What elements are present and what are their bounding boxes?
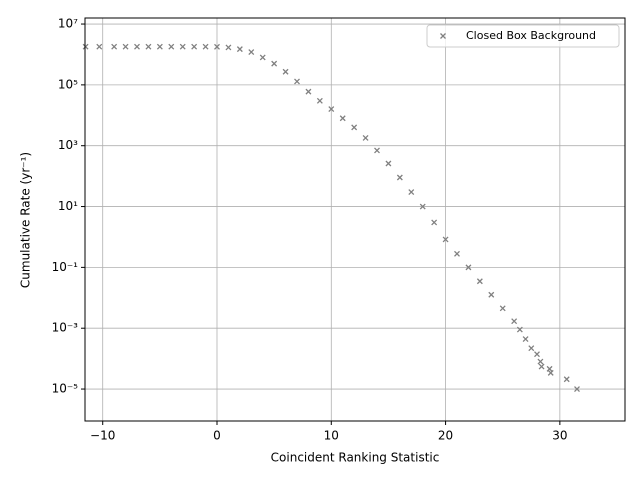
legend-marker — [440, 33, 446, 39]
point — [408, 189, 415, 195]
point — [82, 43, 89, 50]
point — [316, 97, 323, 104]
point — [111, 43, 118, 50]
x-tick-label: 0 — [213, 429, 221, 443]
point — [179, 43, 186, 50]
point — [271, 60, 278, 67]
point — [454, 250, 460, 257]
point — [396, 174, 403, 181]
plot-frame — [84, 17, 626, 422]
point — [538, 363, 545, 370]
point — [168, 43, 175, 50]
point — [528, 345, 535, 352]
y-tick-label: 10³ — [58, 138, 78, 152]
point — [516, 326, 523, 333]
x-tick-label: 20 — [438, 429, 453, 443]
y-tick-label: 10⁷ — [58, 17, 78, 31]
point — [362, 134, 369, 141]
point — [419, 203, 426, 210]
point — [534, 351, 540, 358]
point — [294, 78, 300, 85]
point — [374, 147, 380, 154]
y-tick-label: 10¹ — [58, 199, 78, 213]
point — [511, 318, 518, 325]
point — [202, 43, 209, 50]
point — [537, 358, 544, 365]
point — [351, 124, 358, 131]
point — [328, 106, 335, 113]
point — [248, 49, 255, 56]
y-axis-label: Cumulative Rate (yr⁻¹) — [19, 152, 33, 288]
point — [442, 236, 449, 243]
point — [225, 44, 232, 51]
point — [96, 43, 103, 50]
point — [476, 278, 483, 285]
point — [191, 43, 198, 50]
point — [488, 291, 495, 298]
point — [259, 54, 266, 61]
point — [546, 365, 553, 372]
point — [574, 386, 580, 393]
point — [282, 68, 289, 75]
point — [122, 43, 129, 50]
point — [465, 264, 472, 271]
y-tick-label: 10⁻³ — [52, 321, 79, 335]
point — [563, 376, 570, 383]
point — [134, 43, 140, 50]
point — [236, 46, 243, 53]
x-tick-label: 30 — [552, 429, 567, 443]
point — [305, 88, 312, 95]
point — [431, 219, 438, 226]
x-tick-label: −10 — [90, 429, 115, 443]
y-tick-label: 10⁻⁵ — [52, 382, 79, 396]
x-tick-label: 10 — [324, 429, 339, 443]
point — [522, 336, 529, 343]
legend-box — [426, 24, 620, 48]
y-tick-label: 10⁵ — [58, 77, 78, 91]
point — [339, 115, 346, 122]
point — [547, 369, 554, 376]
point — [385, 160, 392, 167]
point — [499, 305, 506, 312]
point — [214, 43, 220, 50]
legend-label: Closed Box Background — [466, 29, 596, 42]
point — [145, 43, 152, 50]
x-axis-label: Coincident Ranking Statistic — [271, 451, 440, 465]
y-tick-label: 10⁻¹ — [52, 260, 79, 274]
legend: Closed Box Background — [426, 24, 620, 48]
point — [156, 43, 163, 50]
